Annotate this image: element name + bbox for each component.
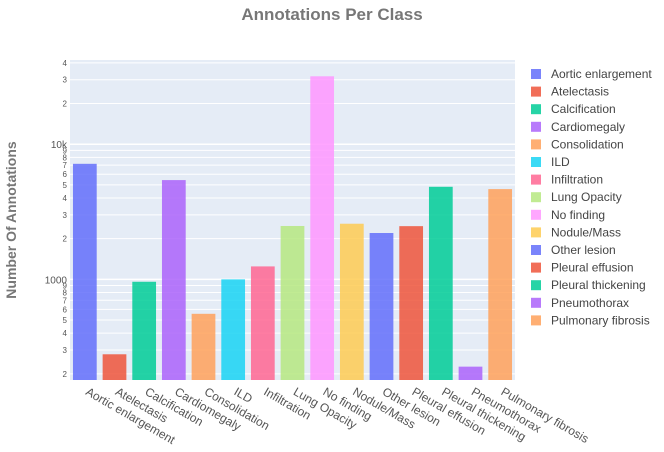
y-tick-label: 8 <box>63 288 68 297</box>
y-tick-label: 9 <box>63 282 68 291</box>
legend-label[interactable]: ILD <box>551 155 570 169</box>
legend-label[interactable]: Atelectasis <box>551 85 609 99</box>
y-tick-label: 5 <box>63 316 68 325</box>
y-tick-label: 3 <box>63 346 68 355</box>
legend-label[interactable]: Pulmonary fibrosis <box>551 313 650 327</box>
legend-swatch[interactable] <box>531 121 541 132</box>
bar[interactable] <box>221 279 246 380</box>
legend-label[interactable]: Pneumothorax <box>551 296 629 310</box>
legend-label[interactable]: Aortic enlargement <box>551 67 652 81</box>
bar[interactable] <box>399 226 424 380</box>
bar[interactable] <box>458 366 483 380</box>
bar[interactable] <box>161 180 186 380</box>
bar[interactable] <box>339 223 364 380</box>
y-tick-label: 2 <box>63 235 68 244</box>
legend-label[interactable]: Infiltration <box>551 173 603 187</box>
legend-swatch[interactable] <box>531 192 541 203</box>
chart-title: Annotations Per Class <box>241 5 422 24</box>
legend-label[interactable]: Lung Opacity <box>551 190 622 204</box>
bar[interactable] <box>72 163 97 380</box>
y-tick-label: 2 <box>63 370 68 379</box>
bars <box>72 76 513 381</box>
legend-swatch[interactable] <box>531 157 541 167</box>
y-tick-label: 6 <box>63 170 68 179</box>
y-tick-label: 4 <box>63 194 68 203</box>
y-tick-label: 2 <box>63 100 68 109</box>
legend-label[interactable]: Nodule/Mass <box>551 225 621 239</box>
y-tick-label: 3 <box>63 211 68 220</box>
legend-swatch[interactable] <box>531 262 541 273</box>
bar[interactable] <box>250 266 275 380</box>
y-tick-label: 6 <box>63 305 68 314</box>
legend-label[interactable]: Consolidation <box>551 137 624 151</box>
legend-label[interactable]: Pleural thickening <box>551 278 646 292</box>
legend-swatch[interactable] <box>531 227 541 238</box>
legend-label[interactable]: Pleural effusion <box>551 261 634 275</box>
y-tick-label: 4 <box>63 59 68 68</box>
legend-swatch[interactable] <box>531 245 541 255</box>
bar[interactable] <box>488 189 513 380</box>
y-tick-label: 4 <box>63 329 68 338</box>
bar[interactable] <box>132 281 157 380</box>
legend: Aortic enlargement Atelectasis Calcificati… <box>531 67 652 327</box>
bar[interactable] <box>102 354 127 380</box>
legend-swatch[interactable] <box>531 86 541 97</box>
bar[interactable] <box>369 233 394 380</box>
y-tick-label: 9 <box>63 146 68 155</box>
bar[interactable] <box>428 186 453 380</box>
legend-label[interactable]: Cardiomegaly <box>551 120 625 134</box>
bar[interactable] <box>310 76 335 381</box>
x-axis-ticks: Aortic enlargementAtelectasisCalcificati… <box>83 384 591 447</box>
legend-swatch[interactable] <box>531 280 541 291</box>
y-tick-label: 7 <box>63 296 68 305</box>
y-tick-label: 10k <box>51 140 68 151</box>
y-tick-label: 1000 <box>45 275 68 286</box>
legend-swatch[interactable] <box>531 209 541 220</box>
legend-swatch[interactable] <box>531 104 541 115</box>
y-tick-label: 3 <box>63 76 68 85</box>
legend-swatch[interactable] <box>531 69 541 79</box>
legend-swatch[interactable] <box>531 139 541 150</box>
legend-swatch[interactable] <box>531 315 541 326</box>
legend-label[interactable]: No finding <box>551 208 605 222</box>
legend-label[interactable]: Calcification <box>551 102 616 116</box>
legend-label[interactable]: Other lesion <box>551 243 616 257</box>
bar[interactable] <box>280 225 305 380</box>
legend-swatch[interactable] <box>531 174 541 185</box>
y-axis-label: Number Of Annotations <box>3 141 19 299</box>
y-tick-label: 8 <box>63 153 68 162</box>
bar[interactable] <box>191 313 216 380</box>
legend-swatch[interactable] <box>531 297 541 308</box>
y-tick-label: 7 <box>63 161 68 170</box>
y-tick-label: 5 <box>63 181 68 190</box>
